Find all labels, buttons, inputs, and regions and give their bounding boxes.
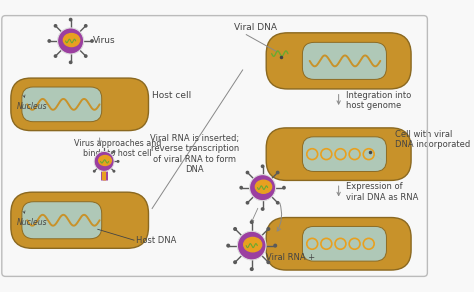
Circle shape <box>240 187 242 189</box>
Circle shape <box>113 151 115 152</box>
Circle shape <box>246 201 249 204</box>
Circle shape <box>227 244 229 247</box>
Text: Expression of
viral DNA as RNA: Expression of viral DNA as RNA <box>346 182 418 202</box>
FancyBboxPatch shape <box>11 78 148 131</box>
Circle shape <box>70 18 72 21</box>
Circle shape <box>84 55 87 57</box>
Circle shape <box>274 244 276 247</box>
FancyBboxPatch shape <box>302 42 386 79</box>
FancyBboxPatch shape <box>302 227 386 261</box>
Circle shape <box>93 171 95 172</box>
FancyBboxPatch shape <box>266 218 411 270</box>
FancyBboxPatch shape <box>22 202 102 239</box>
Circle shape <box>250 268 253 270</box>
Circle shape <box>91 40 93 42</box>
Circle shape <box>237 231 266 260</box>
Circle shape <box>57 28 84 54</box>
Text: Nucleus: Nucleus <box>16 218 47 227</box>
FancyBboxPatch shape <box>302 137 386 171</box>
Circle shape <box>113 171 115 172</box>
Text: Integration into
host genome: Integration into host genome <box>346 91 411 110</box>
Text: Cell with viral
DNA incorporated: Cell with viral DNA incorporated <box>395 130 470 149</box>
Text: Host cell: Host cell <box>152 91 191 100</box>
Circle shape <box>117 161 119 162</box>
Circle shape <box>283 187 285 189</box>
Text: Virus approaches and
binds to host cell: Virus approaches and binds to host cell <box>74 139 162 158</box>
Circle shape <box>261 208 264 210</box>
Circle shape <box>55 55 57 57</box>
Circle shape <box>267 228 270 230</box>
Circle shape <box>103 175 105 176</box>
Circle shape <box>84 25 87 27</box>
Circle shape <box>55 25 57 27</box>
Circle shape <box>261 165 264 167</box>
Circle shape <box>249 175 275 201</box>
Text: Viral DNA: Viral DNA <box>234 23 277 32</box>
FancyBboxPatch shape <box>266 128 411 180</box>
Circle shape <box>48 40 50 42</box>
Circle shape <box>234 228 237 230</box>
Circle shape <box>234 261 237 263</box>
Circle shape <box>246 171 249 174</box>
Text: Viral RNA +: Viral RNA + <box>266 253 315 262</box>
Ellipse shape <box>99 156 111 166</box>
Ellipse shape <box>64 34 80 47</box>
Circle shape <box>276 201 279 204</box>
Circle shape <box>70 61 72 64</box>
Text: Virus: Virus <box>93 36 116 46</box>
Circle shape <box>276 171 279 174</box>
Circle shape <box>94 152 114 171</box>
Circle shape <box>267 261 270 263</box>
Ellipse shape <box>255 180 272 193</box>
Text: Nucleus: Nucleus <box>16 102 47 111</box>
FancyBboxPatch shape <box>11 192 148 248</box>
FancyBboxPatch shape <box>266 33 411 89</box>
Circle shape <box>250 221 253 223</box>
Text: Host DNA: Host DNA <box>136 236 176 245</box>
Ellipse shape <box>244 237 262 252</box>
FancyBboxPatch shape <box>22 87 102 122</box>
Text: Viral RNA is inserted;
reverse transcription
of viral RNA to form
DNA: Viral RNA is inserted; reverse transcrip… <box>150 134 239 174</box>
